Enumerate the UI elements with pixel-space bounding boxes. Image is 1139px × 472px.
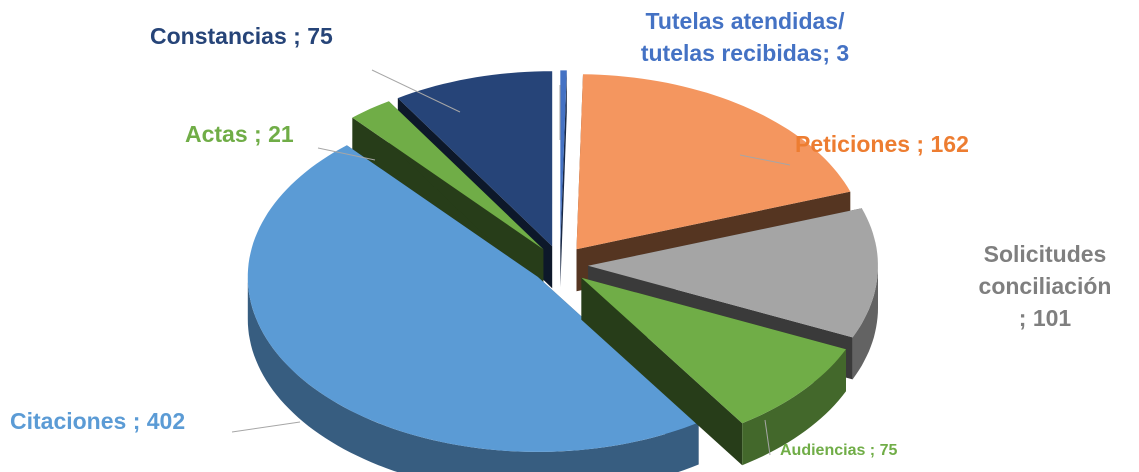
- slice-wall: [581, 277, 743, 466]
- pie-slice: [247, 145, 699, 452]
- leader-line: [764, 419, 771, 456]
- data-label: Solicitudes conciliación ; 101: [978, 241, 1112, 332]
- pie-slice: [576, 74, 851, 250]
- slice-side: [247, 276, 699, 472]
- slice-side: [742, 349, 846, 466]
- leader-line: [231, 421, 301, 433]
- slice-wall: [560, 70, 567, 288]
- pie-slice: [588, 208, 878, 338]
- data-label: Audiencias ; 75: [780, 442, 898, 459]
- data-label: Peticiones ; 162: [795, 131, 969, 157]
- data-label: Citaciones ; 402: [10, 408, 186, 434]
- pie-slice: [581, 277, 846, 424]
- pie-slice: [352, 101, 544, 250]
- leader-line: [317, 147, 376, 161]
- slice-side: [852, 265, 878, 380]
- leader-line: [371, 69, 461, 113]
- pie-slice: [560, 70, 567, 246]
- data-label: Constancias ; 75: [150, 23, 333, 49]
- data-label: Actas ; 21: [185, 121, 294, 147]
- leader-line: [739, 154, 791, 166]
- data-label: Tutelas atendidas/ tutelas recibidas; 3: [640, 8, 850, 67]
- pie-slice: [397, 71, 553, 247]
